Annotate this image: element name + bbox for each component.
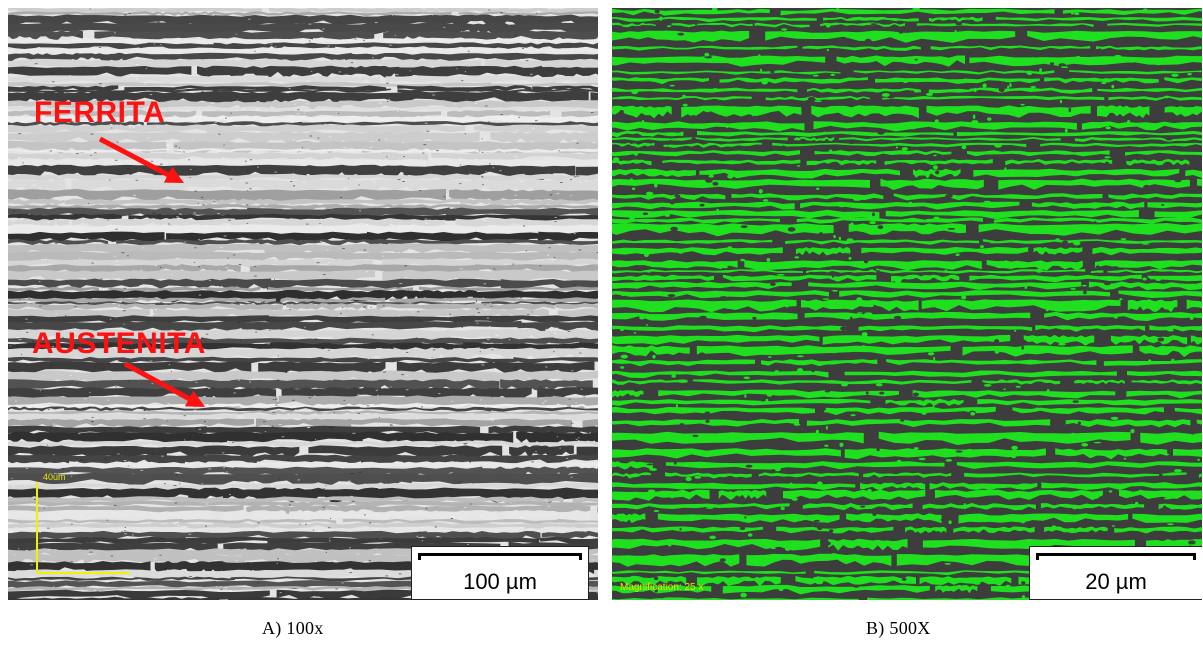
austenita-label: AUSTENITA <box>32 327 206 360</box>
scale-bar-text: 100 µm <box>463 569 537 594</box>
scale-bar-line <box>1036 553 1196 560</box>
scale-bar-text: 20 µm <box>1085 569 1147 594</box>
micrograph-500x-image <box>612 8 1202 600</box>
scale-bar-100um: 100 µm <box>411 546 589 600</box>
caption-b: B) 500X <box>866 618 931 638</box>
micrograph-500x: Magnification: 25 x 20 µm <box>612 8 1202 600</box>
caption-a: A) 100x <box>262 618 324 638</box>
scale-bar-line <box>418 553 582 560</box>
scale-bar-20um: 20 µm <box>1029 546 1202 600</box>
axis-tick-label: 40um <box>43 472 66 482</box>
micrograph-100x: FERRITA AUSTENITA 40um 100 µm <box>8 8 598 600</box>
ferrita-label: FERRITA <box>34 96 166 129</box>
micrograph-100x-image <box>8 8 598 600</box>
magnification-text: Magnification: 25 x <box>620 582 704 593</box>
